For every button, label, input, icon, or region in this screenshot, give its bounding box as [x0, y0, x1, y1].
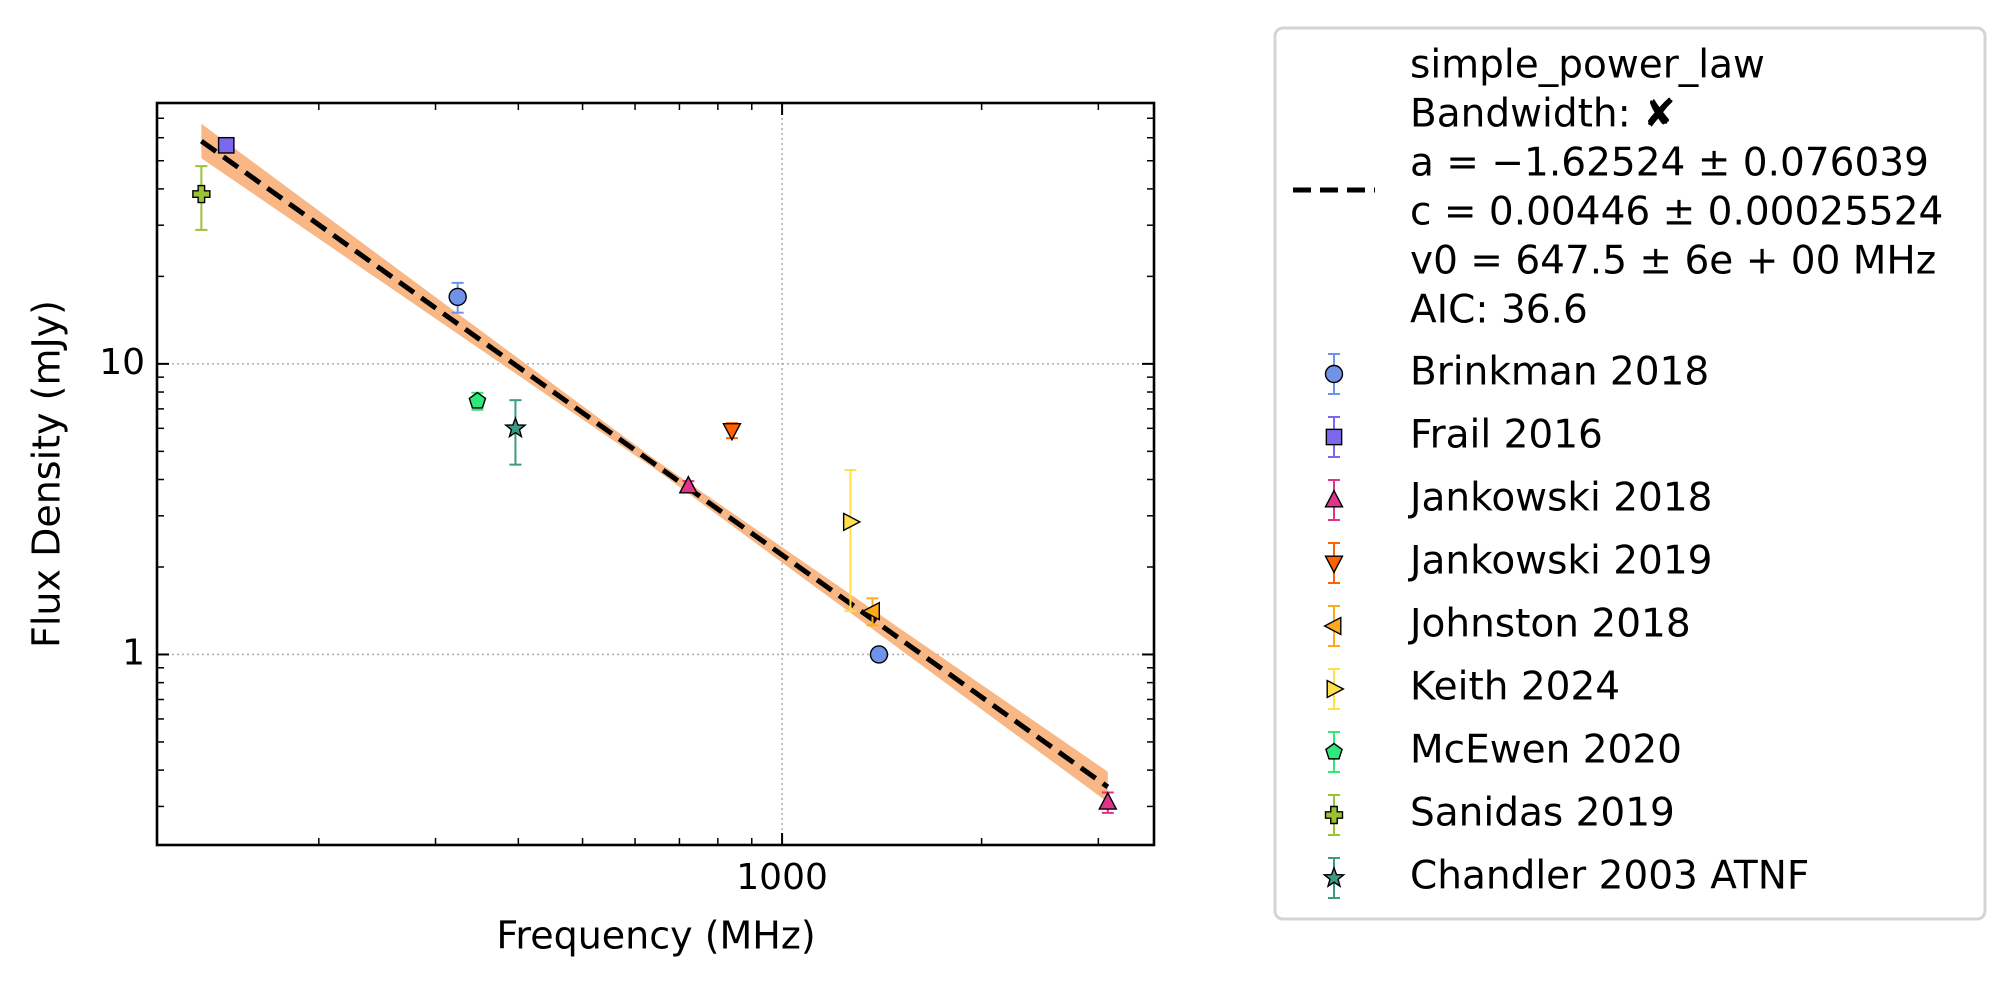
- marker: [217, 136, 235, 154]
- marker: [1322, 865, 1346, 888]
- legend: [1273, 26, 1987, 921]
- series: [503, 399, 528, 466]
- marker: [861, 601, 881, 621]
- legend-label: simple_power_law: [1410, 43, 1765, 88]
- legend-label: Jankowski 2018: [1407, 476, 1712, 521]
- y-tick-label: 1: [122, 632, 145, 673]
- series: [217, 136, 235, 154]
- legend-label: Keith 2024: [1410, 665, 1620, 710]
- fit-line: [199, 139, 1110, 790]
- series: [678, 475, 1118, 814]
- legend-label: a = −1.62524 ± 0.076039: [1410, 141, 1929, 186]
- legend-label: Chandler 2003 ATNF: [1410, 854, 1809, 899]
- series: [192, 165, 211, 231]
- marker: [1098, 791, 1118, 810]
- series: [842, 469, 862, 613]
- marker: [869, 645, 889, 664]
- marker: [468, 391, 487, 409]
- marker: [1324, 805, 1344, 825]
- legend-label: McEwen 2020: [1410, 728, 1682, 773]
- marker: [1325, 428, 1343, 446]
- marker: [678, 475, 698, 494]
- marker: [1323, 616, 1342, 636]
- marker: [192, 184, 211, 204]
- legend-label: Johnston 2018: [1407, 602, 1691, 647]
- marker: [1324, 364, 1344, 384]
- series: [722, 422, 742, 442]
- plot-area: [155, 101, 1156, 847]
- x-axis-label: Frequency (MHz): [496, 914, 815, 958]
- legend-label: c = 0.00446 ± 0.00025524: [1410, 190, 1943, 235]
- series: [468, 391, 487, 411]
- legend-label: v0 = 647.5 ± 6e + 00 MHz: [1410, 239, 1936, 284]
- y-axis-label: Flux Density (mJy): [25, 300, 69, 648]
- marker: [1325, 742, 1343, 760]
- legend-label: Jankowski 2019: [1407, 539, 1712, 584]
- marker: [1326, 679, 1345, 699]
- legend-label: Brinkman 2018: [1410, 350, 1709, 395]
- marker: [1324, 555, 1344, 574]
- y-tick-label: 10: [99, 342, 145, 383]
- marker: [722, 422, 742, 442]
- legend-label: Frail 2016: [1410, 413, 1603, 458]
- series: [448, 281, 889, 664]
- legend-label: Bandwidth: ✘: [1410, 92, 1676, 137]
- legend-label: AIC: 36.6: [1410, 288, 1588, 333]
- fit-layer: [199, 123, 1110, 803]
- marker: [1324, 489, 1344, 508]
- marker: [842, 512, 862, 532]
- marker: [503, 416, 528, 439]
- legend-label: Sanidas 2019: [1410, 791, 1675, 836]
- marker: [448, 287, 467, 307]
- x-tick-label: 1000: [736, 857, 828, 898]
- series: [861, 597, 881, 627]
- plot-frame: [155, 101, 1156, 847]
